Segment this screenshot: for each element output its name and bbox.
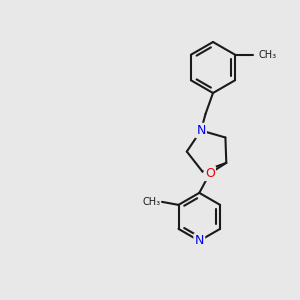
- Text: O: O: [205, 167, 215, 180]
- Text: N: N: [195, 234, 204, 248]
- Text: CH₃: CH₃: [142, 197, 160, 207]
- Text: N: N: [196, 124, 206, 137]
- Text: CH₃: CH₃: [259, 50, 277, 60]
